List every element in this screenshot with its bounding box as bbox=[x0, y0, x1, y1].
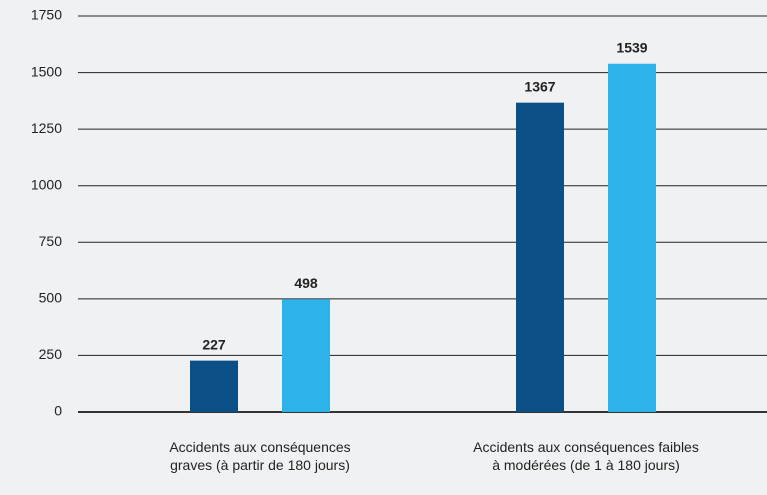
y-tick-label: 250 bbox=[39, 346, 63, 362]
bar bbox=[190, 360, 238, 412]
bar bbox=[516, 102, 564, 413]
y-tick-label: 0 bbox=[54, 403, 62, 419]
value-label: 498 bbox=[294, 275, 318, 291]
value-label: 227 bbox=[202, 336, 226, 352]
value-label: 1539 bbox=[616, 39, 647, 55]
bar bbox=[282, 299, 330, 412]
value-label: 1367 bbox=[524, 78, 555, 94]
y-tick-label: 750 bbox=[39, 233, 63, 249]
y-tick-label: 1000 bbox=[31, 176, 62, 192]
y-tick-label: 1750 bbox=[31, 7, 62, 23]
y-tick-label: 500 bbox=[39, 290, 63, 306]
x-tick-label: Accidents aux conséquences graves (à part… bbox=[169, 439, 350, 473]
x-tick-label: Accidents aux conséquences faibles à modé… bbox=[473, 439, 699, 473]
bar bbox=[608, 63, 656, 413]
y-tick-label: 1500 bbox=[31, 63, 62, 79]
y-tick-label: 1250 bbox=[31, 120, 62, 136]
